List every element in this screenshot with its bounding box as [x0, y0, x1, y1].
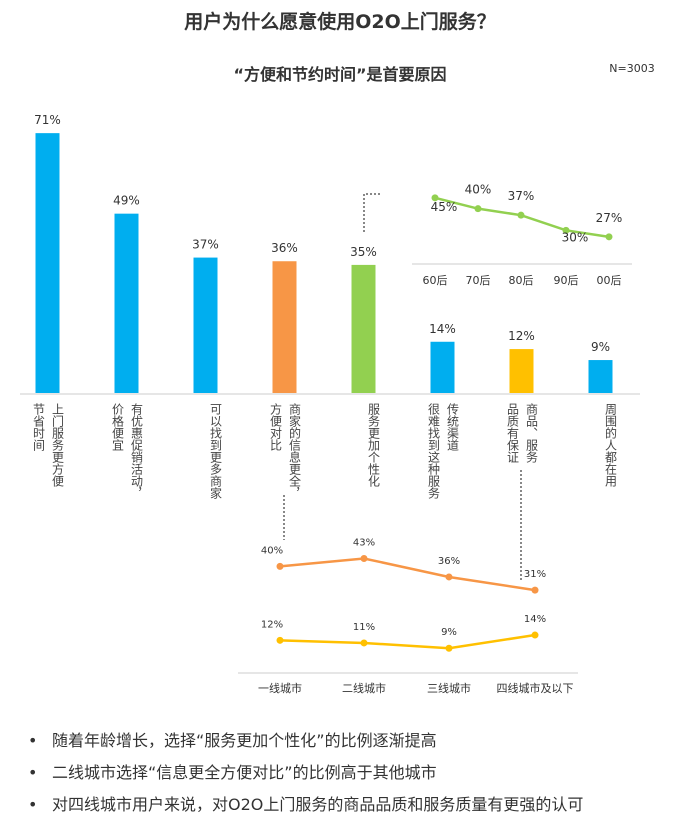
point: [531, 586, 539, 594]
bar: [114, 213, 139, 393]
point: [360, 639, 368, 647]
x-category-label: 有优惠促销活动，: [130, 403, 144, 499]
bar-value-label: 71%: [34, 113, 61, 127]
bar: [509, 349, 534, 393]
point-value-label: 36%: [438, 556, 460, 567]
bar-value-label: 36%: [271, 241, 298, 255]
x-category-label: 方便对比: [269, 402, 283, 452]
x-category-label: 周围的人都在用: [604, 403, 618, 488]
bar-value-label: 35%: [350, 245, 377, 259]
x-tick-label: 90后: [554, 274, 579, 287]
bar: [588, 360, 613, 393]
point-value-label: 40%: [465, 183, 492, 197]
bar: [272, 261, 297, 393]
x-category-label: 可以找到更多商家: [209, 403, 223, 499]
x-category-label: 商家的信息更全，: [288, 402, 302, 499]
bar: [35, 133, 60, 393]
x-category-label: 上门服务更方便: [51, 403, 65, 487]
bullets: • 随着年龄增长，选择“服务更加个性化”的比例逐渐提高 • 二线城市选择“信息更…: [28, 731, 583, 814]
point: [445, 573, 453, 581]
bar: [351, 264, 376, 393]
bar: [193, 257, 218, 393]
x-tick-label: 三线城市: [427, 681, 471, 695]
sample-note: N=3003: [609, 62, 654, 75]
bar: [430, 341, 455, 393]
x-tick-label: 60后: [423, 274, 448, 287]
title: 用户为什么愿意使用O2O上门服务？: [184, 10, 496, 33]
point: [474, 205, 482, 213]
bar-value-label: 49%: [113, 194, 140, 208]
x-tick-label: 80后: [509, 274, 534, 287]
point-value-label: 9%: [441, 627, 457, 638]
bar-value-label: 12%: [508, 329, 535, 343]
point: [517, 211, 525, 219]
point: [276, 562, 284, 570]
bar-value-label: 37%: [192, 238, 219, 252]
bullet-dot: •: [28, 795, 37, 814]
bullet-text: 对四线城市用户来说，对O2O上门服务的商品品质和服务质量有更强的认可: [52, 795, 583, 814]
x-category-label: 传统渠道: [446, 402, 460, 451]
x-tick-label: 70后: [466, 274, 491, 287]
point: [360, 554, 368, 562]
bullet-text: 随着年龄增长，选择“服务更加个性化”的比例逐渐提高: [52, 731, 437, 750]
point-value-label: 45%: [431, 200, 458, 214]
x-category-label: 价格便宜: [111, 403, 125, 451]
point-value-label: 37%: [508, 189, 535, 203]
x-category-label: 品质有保证: [506, 403, 520, 463]
x-category-label: 节省时间: [32, 403, 46, 451]
connector: [363, 193, 382, 232]
x-category-label: 很难找到这种服务: [427, 403, 441, 499]
x-category-label: 服务更加个性化: [367, 403, 381, 488]
point-value-label: 11%: [353, 622, 375, 633]
line: [279, 557, 536, 592]
point-value-label: 31%: [524, 569, 546, 580]
point-value-label: 27%: [596, 211, 623, 225]
point-value-label: 40%: [261, 545, 283, 556]
x-category-label: 商品、服务: [525, 402, 539, 463]
point-value-label: 43%: [353, 537, 375, 548]
bullet-dot: •: [28, 763, 37, 782]
point: [605, 233, 613, 241]
bar-value-label: 9%: [591, 340, 610, 354]
x-tick-label: 二线城市: [342, 681, 386, 695]
bullet-dot: •: [28, 731, 37, 750]
point-value-label: 14%: [524, 614, 546, 625]
bullet-text: 二线城市选择“信息更全方便对比”的比例高于其他城市: [52, 763, 437, 782]
point: [276, 636, 284, 644]
point: [431, 194, 439, 202]
point: [562, 226, 570, 234]
x-tick-label: 一线城市: [258, 681, 302, 695]
bar-value-label: 14%: [429, 322, 456, 336]
line: [279, 633, 536, 650]
point-value-label: 30%: [562, 230, 589, 244]
x-tick-label: 00后: [597, 274, 622, 287]
point-value-label: 12%: [261, 619, 283, 630]
subtitle: “方便和节约时间”是首要原因: [233, 65, 446, 84]
point: [445, 644, 453, 652]
point: [531, 631, 539, 639]
x-tick-label: 四线城市及以下: [497, 681, 574, 695]
